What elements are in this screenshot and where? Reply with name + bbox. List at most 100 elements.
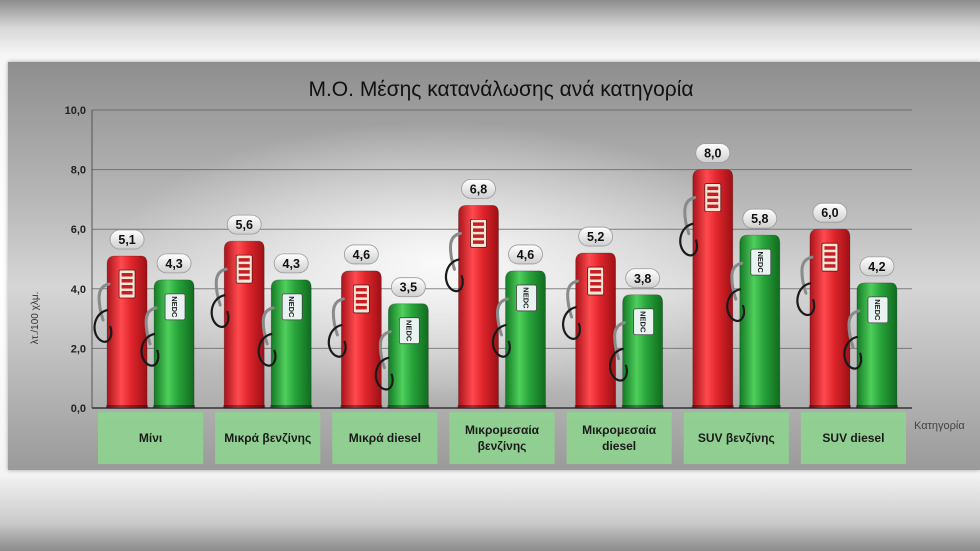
value-bubble	[226, 214, 262, 235]
value-label: 5,8	[751, 212, 768, 226]
value-label: 4,6	[353, 248, 370, 262]
category-box	[332, 412, 438, 464]
value-bubble	[273, 253, 309, 274]
chart-title: Μ.Ο. Μέσης κατανάλωσης ανά κατηγορία	[308, 78, 693, 101]
pump-base	[340, 405, 383, 408]
pump-base	[691, 405, 734, 408]
pump-hose	[491, 323, 511, 358]
nedc-panel	[867, 296, 889, 324]
value-bubble	[578, 226, 614, 247]
pump-hose	[726, 288, 746, 323]
pump-base	[738, 405, 781, 408]
value-label: 5,6	[236, 218, 253, 232]
value-bubble	[695, 143, 731, 163]
pump-base	[457, 405, 500, 408]
background-glow	[108, 122, 768, 402]
value-bubble	[461, 178, 496, 199]
category-box	[566, 412, 672, 464]
pump-base	[855, 405, 898, 408]
value-bubble	[859, 256, 895, 277]
category-label: Μικρομεσαία	[582, 423, 657, 437]
pump-base	[574, 405, 617, 408]
pump-base	[808, 405, 851, 408]
pump-display-segment	[355, 287, 367, 292]
nedc-bar	[739, 234, 781, 409]
red-bar	[106, 255, 148, 409]
pump-display-segment	[824, 264, 836, 268]
nedc-panel-text: NEDC	[170, 296, 179, 318]
pump-display-segment	[590, 282, 602, 286]
pump-display-segment	[238, 276, 250, 280]
value-label: 4,3	[165, 257, 182, 271]
value-bubble	[109, 229, 145, 250]
category-group: NEDC	[327, 270, 430, 409]
pump-hose	[561, 305, 581, 340]
pump-hose	[93, 308, 113, 343]
pump-hose	[843, 335, 863, 370]
red-bar	[458, 204, 499, 409]
pump-base	[387, 405, 430, 408]
category-box	[800, 412, 906, 464]
category-labels: Μίνι Μικρά βενζίνης Μικρά diesel Μικρομεσαί…	[98, 412, 906, 464]
category-box	[683, 412, 789, 464]
nedc-panel	[281, 293, 303, 321]
nedc-panel-text: NEDC	[756, 252, 765, 274]
category-label: Μικρά diesel	[349, 431, 421, 445]
value-label: 5,2	[587, 230, 604, 244]
pump-base	[621, 405, 664, 408]
pump-hose	[444, 258, 464, 293]
category-box	[215, 412, 321, 464]
red-bar	[223, 240, 265, 409]
pump-display-segment	[824, 246, 836, 250]
value-label: 4,3	[283, 257, 300, 271]
y-tick-label: 2,0	[71, 343, 86, 355]
nedc-panel-text: NEDC	[404, 320, 413, 342]
pump-display-segment	[238, 264, 250, 268]
pump-display-segment	[590, 288, 602, 292]
category-group: NEDC	[679, 169, 781, 409]
pump-hose	[257, 332, 277, 367]
category-group: NEDC	[796, 228, 898, 409]
pump-base	[153, 405, 196, 408]
red-bar	[575, 252, 617, 409]
category-box	[449, 412, 555, 464]
pump-hose	[374, 356, 394, 391]
category-label: diesel	[602, 439, 636, 453]
pump-display	[587, 266, 605, 296]
pump-display-segment	[707, 198, 719, 203]
y-tick-label: 4,0	[71, 284, 86, 296]
nedc-panel	[633, 308, 655, 336]
nedc-panel	[750, 248, 772, 276]
pump-base	[106, 405, 149, 408]
pump-display-segment	[121, 273, 133, 277]
pump-display-segment	[707, 204, 719, 209]
pump-display-segment	[473, 228, 484, 232]
pump-display-segment	[590, 276, 602, 280]
value-label: 6,8	[470, 182, 487, 196]
pump-display-segment	[355, 293, 367, 298]
nedc-panel	[398, 317, 420, 345]
y-axis-label: λτ./100 χλμ.	[30, 292, 41, 345]
category-group: NEDC	[210, 240, 313, 409]
pump-display-segment	[473, 240, 484, 244]
value-bubble	[625, 268, 661, 289]
pump-display-segment	[355, 305, 367, 310]
pump-hose	[327, 323, 347, 358]
value-bubble	[390, 277, 426, 298]
y-tick-label: 6,0	[71, 224, 86, 236]
category-label: Μικρομεσαία	[465, 423, 540, 437]
nedc-panel-text: NEDC	[873, 299, 882, 321]
pump-display-segment	[355, 299, 367, 304]
pump-hose	[796, 282, 816, 317]
value-bubble	[812, 202, 848, 223]
category-box	[98, 412, 204, 464]
pump-display-segment	[473, 234, 484, 238]
category-group: NEDC	[444, 204, 547, 409]
nedc-panel	[164, 293, 186, 321]
pump-hose	[140, 332, 160, 367]
nedc-panel-text: NEDC	[287, 296, 296, 318]
pump-hose	[210, 294, 230, 328]
nedc-panel-text: NEDC	[639, 311, 648, 333]
pump-base	[223, 405, 266, 408]
pump-display	[352, 284, 370, 314]
